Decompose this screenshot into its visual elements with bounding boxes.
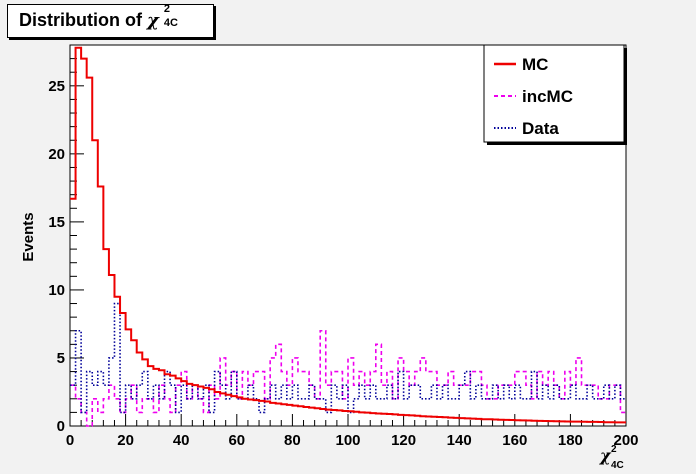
x-axis-label: χ 2 4C — [599, 444, 624, 471]
series-incmc-line — [70, 329, 626, 427]
series-data-line — [70, 302, 626, 414]
chart-title-symbol: χ — [147, 10, 159, 31]
legend-label-mc: MC — [522, 55, 548, 74]
chart-title: Distribution of χ 2 4C — [19, 3, 186, 31]
chart-title-box: Distribution of χ 2 4C — [7, 3, 214, 38]
y-tick-label: 5 — [57, 350, 65, 367]
x-tick-label: 140 — [447, 432, 472, 449]
x-axis-label-sup: 2 — [611, 444, 617, 455]
legend-label-incmc: incMC — [522, 87, 573, 106]
histogram-series — [70, 46, 626, 427]
y-tick-label: 25 — [48, 78, 65, 95]
chart-title-sup: 2 — [163, 3, 170, 15]
y-tick-label: 0 — [57, 418, 65, 435]
chart-title-text: Distribution of — [19, 10, 142, 30]
x-axis-label-symbol: χ — [599, 446, 612, 465]
legend: MC incMC Data — [483, 44, 627, 145]
y-axis-label: Events — [20, 212, 37, 261]
x-tick-label: 200 — [613, 432, 638, 449]
x-tick-label: 180 — [558, 432, 583, 449]
tick-labels: 0 20 40 60 80 100 120 140 160 180 200 0 5 10 15 20 25 — [48, 78, 638, 449]
y-tick-label: 20 — [48, 146, 65, 163]
x-tick-label: 40 — [173, 432, 190, 449]
series-mc-line — [70, 46, 626, 424]
y-tick-label: 10 — [48, 282, 65, 299]
y-tick-label: 15 — [48, 214, 65, 231]
x-tick-label: 160 — [502, 432, 527, 449]
x-tick-label: 80 — [284, 432, 301, 449]
legend-label-data: Data — [522, 119, 559, 138]
x-tick-label: 120 — [391, 432, 416, 449]
x-tick-label: 60 — [228, 432, 245, 449]
x-axis-label-sub: 4C — [611, 460, 624, 471]
x-tick-label: 20 — [117, 432, 134, 449]
x-tick-label: 0 — [66, 432, 74, 449]
axis-ticks — [69, 44, 627, 427]
chart-title-sub: 4C — [163, 17, 178, 29]
x-tick-label: 100 — [335, 432, 360, 449]
